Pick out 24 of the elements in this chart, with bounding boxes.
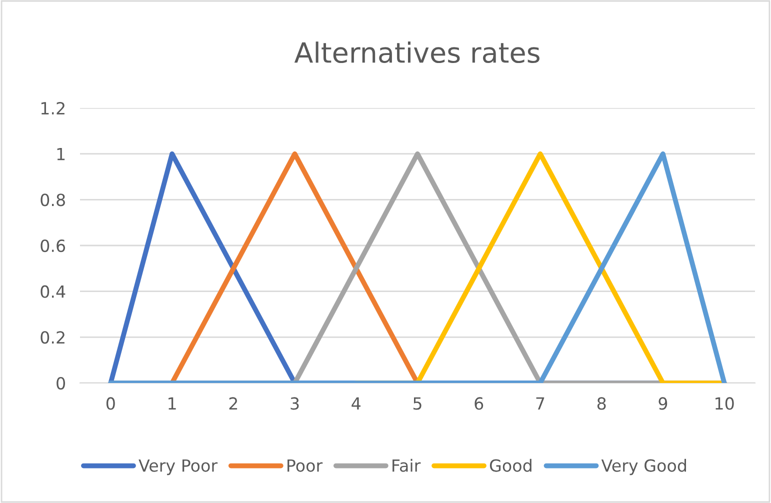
chart-title: Alternatives rates <box>294 42 540 64</box>
y-tick-label: 0.4 <box>40 285 66 298</box>
x-tick-label: 10 <box>716 397 734 410</box>
x-tick-label: 0 <box>106 397 115 410</box>
x-tick-label: 8 <box>597 397 606 410</box>
legend-label: Good <box>490 458 532 472</box>
x-tick-label: 7 <box>536 397 544 410</box>
legend-label: Very Poor <box>138 459 218 476</box>
x-tick-label: 2 <box>229 397 238 410</box>
y-tick-label: 0.8 <box>40 194 65 206</box>
y-tick-label: 0.6 <box>40 239 66 252</box>
x-tick-label: 6 <box>474 397 484 410</box>
y-tick-label: 0 <box>56 376 66 390</box>
y-tick-label: 1.2 <box>41 102 64 114</box>
legend-label: Very Good <box>601 458 686 476</box>
x-tick-label: 5 <box>413 397 422 410</box>
x-tick-label: 9 <box>658 397 668 410</box>
legend-label: Fair <box>392 458 421 472</box>
x-tick-label: 1 <box>168 397 176 410</box>
legend-label: Poor <box>288 459 323 472</box>
x-tick-label: 4 <box>352 397 361 410</box>
y-tick-label: 0.2 <box>40 331 64 344</box>
y-tick-label: 1 <box>57 148 65 160</box>
x-tick-label: 3 <box>290 397 299 410</box>
